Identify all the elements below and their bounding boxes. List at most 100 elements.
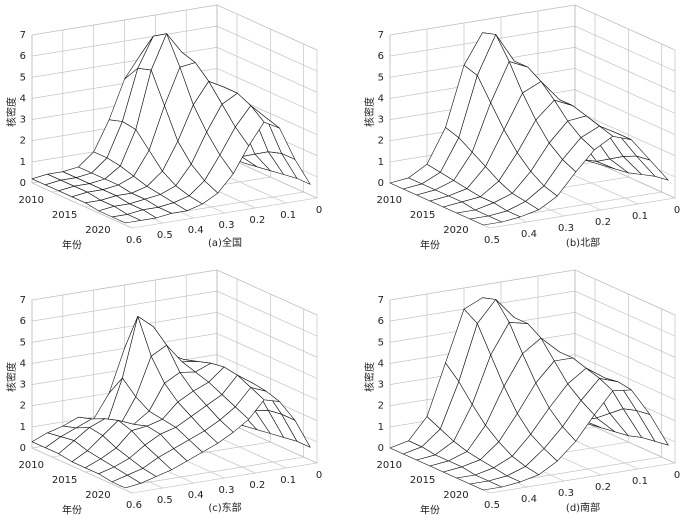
z-tick-label: 6 bbox=[20, 316, 26, 327]
surface-cell bbox=[111, 214, 141, 224]
y-tick-label: 2020 bbox=[85, 490, 110, 501]
grid-line bbox=[389, 269, 676, 316]
y-axis-label: 年份 bbox=[420, 239, 440, 252]
z-tick-label: 0 bbox=[378, 443, 384, 454]
y-tick-label: 2015 bbox=[410, 475, 435, 486]
z-tick-label: 4 bbox=[378, 93, 384, 104]
surface-cell bbox=[469, 215, 503, 226]
z-tick-label: 1 bbox=[20, 157, 26, 168]
z-tick-label: 2 bbox=[20, 136, 26, 147]
z-axis-label: 核密度 bbox=[363, 97, 376, 127]
x-tick-label: 0.3 bbox=[558, 223, 574, 234]
grid-line bbox=[31, 311, 318, 358]
x-tick-label: 0.5 bbox=[157, 230, 173, 241]
z-tick-label: 7 bbox=[20, 295, 26, 306]
grid-line bbox=[389, 25, 676, 72]
surface-cell bbox=[469, 480, 503, 491]
z-tick-label: 4 bbox=[20, 93, 26, 104]
x-tick-label: 0 bbox=[316, 470, 322, 481]
surface-panel: 0 1 2 3 4 5 6 7 0 0.1 0.2 0.3 0.4 0.5 2010 2015 2020 核密度年… bbox=[363, 269, 680, 517]
z-tick-label: 7 bbox=[378, 295, 384, 306]
z-axis-label: 核密度 bbox=[5, 97, 18, 127]
x-tick-label: 0.3 bbox=[219, 220, 235, 231]
y-tick-label: 2015 bbox=[52, 210, 77, 221]
x-tick-label: 0.1 bbox=[632, 211, 648, 222]
z-tick-label: 5 bbox=[20, 72, 26, 83]
x-tick-label: 0.3 bbox=[558, 488, 574, 499]
z-tick-label: 2 bbox=[378, 136, 384, 147]
z-axis-label: 核密度 bbox=[5, 362, 18, 392]
z-tick-label: 3 bbox=[378, 115, 384, 126]
x-tick-label: 0.4 bbox=[521, 494, 537, 505]
y-axis-label: 年份 bbox=[420, 504, 440, 517]
grid-line bbox=[118, 309, 305, 488]
x-tick-label: 0 bbox=[316, 205, 322, 216]
grid-line bbox=[31, 35, 133, 229]
grid-line bbox=[31, 290, 318, 337]
x-tick-label: 0.2 bbox=[249, 480, 265, 491]
z-tick-label: 2 bbox=[20, 401, 26, 412]
z-tick-label: 5 bbox=[20, 337, 26, 348]
x-tick-label: 0.2 bbox=[595, 217, 611, 228]
z-tick-label: 3 bbox=[378, 380, 384, 391]
z-tick-label: 6 bbox=[378, 51, 384, 62]
y-tick-label: 2015 bbox=[52, 475, 77, 486]
y-axis-label: 年份 bbox=[62, 239, 82, 252]
y-tick-label: 2010 bbox=[377, 195, 402, 206]
x-tick-label: 0.5 bbox=[484, 235, 500, 246]
z-tick-label: 1 bbox=[378, 157, 384, 168]
x-tick-label: 0.4 bbox=[521, 229, 537, 240]
x-tick-label: 0.4 bbox=[188, 490, 204, 501]
z-tick-label: 5 bbox=[378, 337, 384, 348]
y-tick-label: 2015 bbox=[410, 210, 435, 221]
y-axis-label: 年份 bbox=[62, 504, 82, 517]
grid-line bbox=[31, 300, 133, 494]
y-tick-label: 2010 bbox=[377, 460, 402, 471]
grid-line bbox=[476, 309, 663, 488]
z-tick-label: 6 bbox=[20, 51, 26, 62]
grid-line bbox=[389, 4, 676, 51]
panel-caption: (c)东部 bbox=[208, 501, 241, 514]
x-tick-label: 0.5 bbox=[157, 495, 173, 506]
x-tick-label: 0.1 bbox=[280, 210, 296, 221]
z-tick-label: 4 bbox=[20, 358, 26, 369]
x-tick-label: 0.6 bbox=[126, 235, 142, 246]
z-tick-label: 5 bbox=[378, 72, 384, 83]
z-tick-label: 0 bbox=[20, 178, 26, 189]
z-axis-label: 核密度 bbox=[363, 362, 376, 392]
z-tick-label: 1 bbox=[20, 422, 26, 433]
surface-panel: 0 1 2 3 4 5 6 7 0 0.1 0.2 0.3 0.4 0.5 0.6 2010 2015 2020 核… bbox=[5, 269, 322, 517]
z-tick-label: 2 bbox=[378, 401, 384, 412]
surface-cell bbox=[111, 474, 141, 489]
x-tick-label: 0.2 bbox=[595, 482, 611, 493]
z-tick-label: 6 bbox=[378, 316, 384, 327]
x-tick-label: 0.1 bbox=[280, 475, 296, 486]
y-tick-label: 2010 bbox=[19, 460, 44, 471]
panel-caption: (b)北部 bbox=[566, 236, 600, 249]
x-tick-label: 0.5 bbox=[484, 500, 500, 511]
y-tick-label: 2020 bbox=[85, 225, 110, 236]
z-tick-label: 4 bbox=[378, 358, 384, 369]
panel-caption: (d)南部 bbox=[566, 501, 600, 514]
z-tick-label: 3 bbox=[20, 115, 26, 126]
x-tick-label: 0 bbox=[674, 470, 680, 481]
panel-caption: (a)全国 bbox=[208, 236, 242, 249]
x-tick-label: 0.4 bbox=[188, 225, 204, 236]
surface-panel: 0 1 2 3 4 5 6 7 0 0.1 0.2 0.3 0.4 0.5 2010 2015 2020 核密度年… bbox=[363, 4, 680, 252]
z-tick-label: 0 bbox=[20, 443, 26, 454]
x-tick-label: 0 bbox=[674, 205, 680, 216]
x-tick-label: 0.1 bbox=[632, 476, 648, 487]
x-tick-label: 0.2 bbox=[249, 215, 265, 226]
y-tick-label: 2010 bbox=[19, 195, 44, 206]
grid-line bbox=[31, 269, 318, 316]
surface-panel: 0 1 2 3 4 5 6 7 0 0.1 0.2 0.3 0.4 0.5 0.6 2010 2015 2020 核… bbox=[5, 4, 322, 252]
y-tick-label: 2020 bbox=[443, 490, 468, 501]
z-tick-label: 7 bbox=[378, 30, 384, 41]
z-tick-label: 3 bbox=[20, 380, 26, 391]
x-tick-label: 0.6 bbox=[126, 500, 142, 511]
x-tick-label: 0.3 bbox=[219, 485, 235, 496]
y-tick-label: 2020 bbox=[443, 225, 468, 236]
z-tick-label: 1 bbox=[378, 422, 384, 433]
z-tick-label: 7 bbox=[20, 30, 26, 41]
